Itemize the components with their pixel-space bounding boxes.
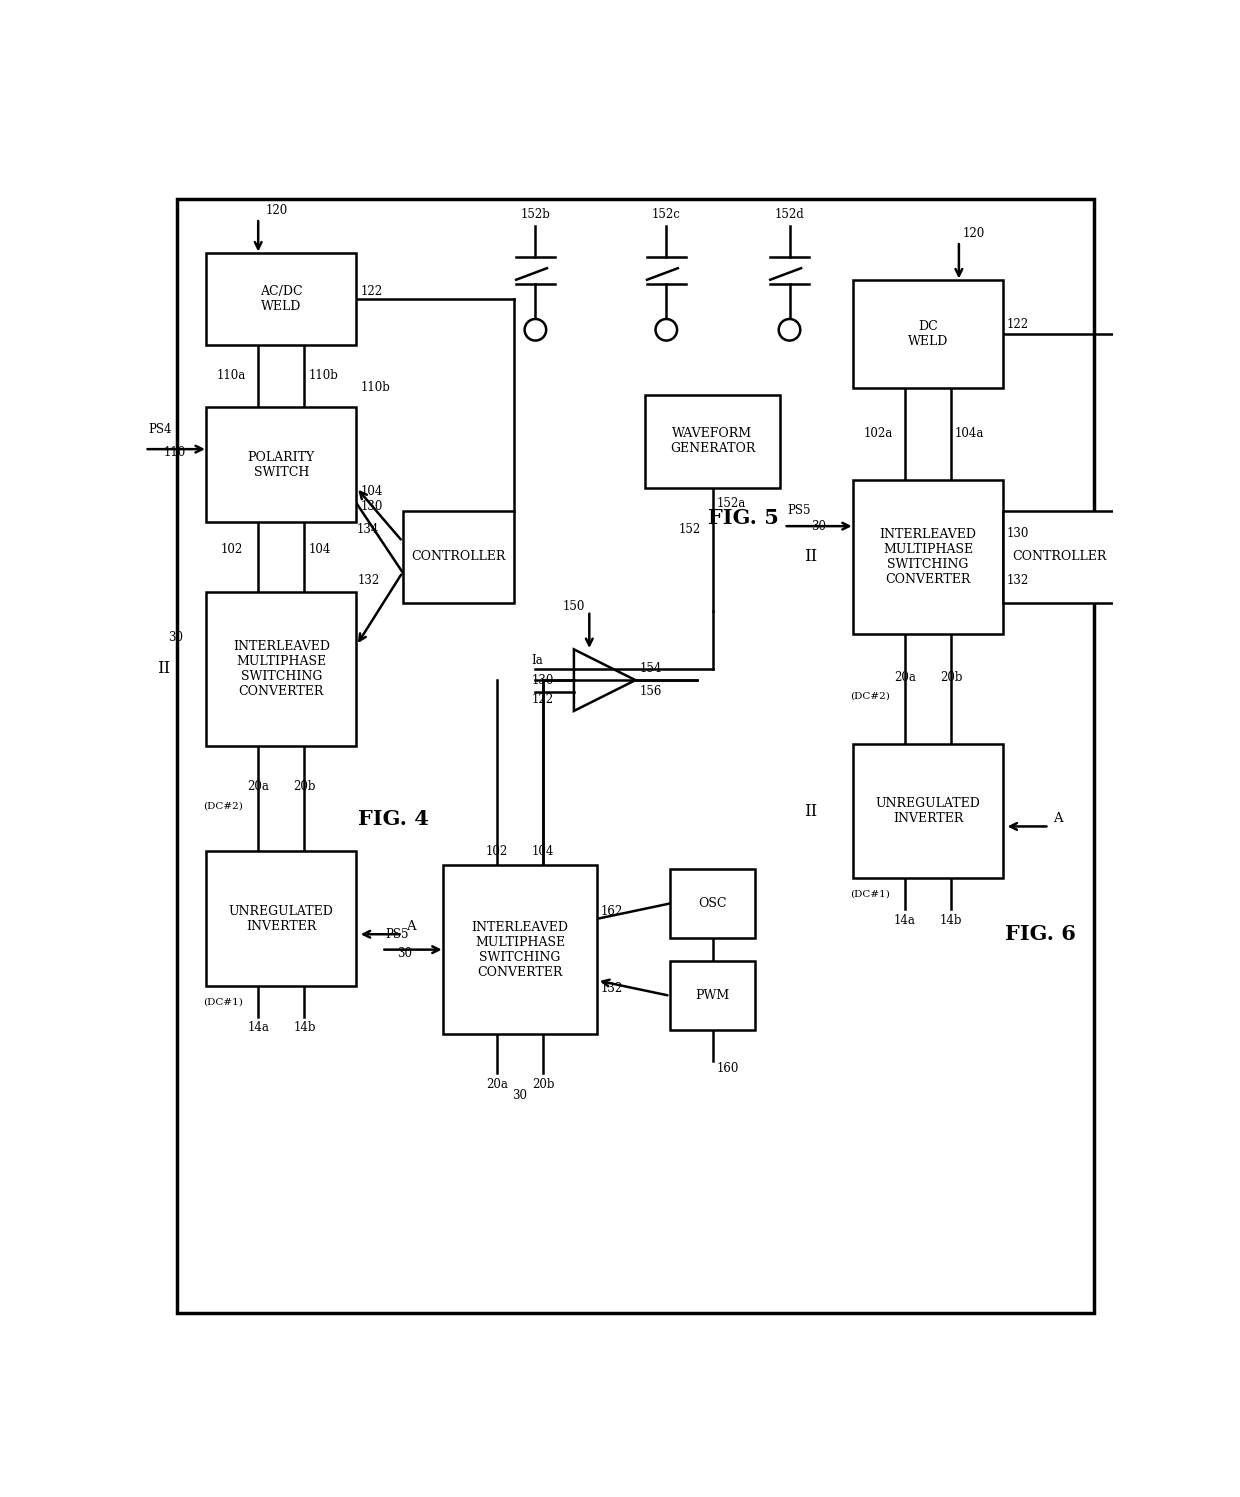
Text: 20b: 20b: [940, 671, 962, 684]
Text: DC
WELD: DC WELD: [908, 320, 949, 347]
Bar: [206, 407, 356, 522]
Text: 160: 160: [717, 1063, 739, 1075]
Bar: [853, 280, 1003, 388]
Bar: [206, 591, 356, 746]
Bar: [1003, 510, 1115, 603]
Text: 102: 102: [221, 543, 242, 555]
Text: 20b: 20b: [532, 1078, 554, 1091]
Text: II: II: [804, 802, 817, 819]
Text: 14b: 14b: [940, 915, 962, 927]
Bar: [403, 510, 515, 603]
Text: (DC#1): (DC#1): [203, 997, 243, 1006]
Text: WAVEFORM
GENERATOR: WAVEFORM GENERATOR: [670, 428, 755, 455]
Text: 30: 30: [512, 1090, 527, 1102]
Text: Ia: Ia: [532, 654, 543, 668]
Bar: [443, 865, 596, 1034]
Text: A: A: [1053, 813, 1063, 825]
Text: 30: 30: [167, 632, 184, 644]
Text: 122: 122: [361, 284, 382, 298]
Text: AC/DC
WELD: AC/DC WELD: [260, 284, 303, 313]
Text: 162: 162: [601, 904, 622, 918]
Text: (DC#1): (DC#1): [851, 889, 890, 898]
Text: FIG. 6: FIG. 6: [1006, 924, 1076, 945]
Text: 110a: 110a: [217, 370, 246, 383]
Text: 102: 102: [486, 844, 508, 858]
Text: 102a: 102a: [863, 427, 893, 440]
Text: 20a: 20a: [894, 671, 916, 684]
Text: 130: 130: [1007, 527, 1029, 540]
Text: OSC: OSC: [698, 897, 727, 910]
Text: 134: 134: [357, 524, 379, 536]
Text: FIG. 4: FIG. 4: [357, 808, 428, 829]
Text: 130: 130: [532, 674, 554, 687]
Text: (DC#2): (DC#2): [203, 802, 243, 811]
Text: INTERLEAVED
MULTIPHASE
SWITCHING
CONVERTER: INTERLEAVED MULTIPHASE SWITCHING CONVERT…: [471, 921, 568, 979]
Text: 156: 156: [640, 686, 662, 698]
Text: 152b: 152b: [521, 208, 551, 220]
Text: 110b: 110b: [309, 370, 339, 383]
Text: 152a: 152a: [717, 497, 745, 509]
Text: 20b: 20b: [293, 780, 316, 793]
Text: 20a: 20a: [247, 780, 269, 793]
Bar: [670, 868, 755, 939]
Text: 132: 132: [1007, 573, 1029, 587]
Text: 110: 110: [164, 446, 186, 460]
Text: PS4: PS4: [149, 424, 172, 437]
Text: 152c: 152c: [652, 208, 681, 220]
Text: 122: 122: [532, 693, 554, 707]
Text: PS5: PS5: [787, 504, 811, 518]
Text: POLARITY
SWITCH: POLARITY SWITCH: [248, 451, 315, 479]
Text: 104: 104: [361, 485, 383, 499]
Text: PS5: PS5: [386, 928, 409, 940]
Text: 132: 132: [357, 573, 379, 587]
Text: 122: 122: [1007, 317, 1029, 331]
Text: 152: 152: [678, 524, 701, 536]
Text: 130: 130: [361, 500, 383, 513]
Text: 104: 104: [309, 543, 331, 555]
Text: UNREGULATED
INVERTER: UNREGULATED INVERTER: [229, 904, 334, 933]
Text: 14b: 14b: [293, 1021, 316, 1033]
Bar: [206, 852, 356, 987]
Text: 120: 120: [962, 228, 985, 240]
Text: 150: 150: [563, 600, 585, 614]
Text: INTERLEAVED
MULTIPHASE
SWITCHING
CONVERTER: INTERLEAVED MULTIPHASE SWITCHING CONVERT…: [879, 528, 977, 585]
Text: II: II: [157, 660, 171, 677]
Bar: [206, 253, 356, 346]
Text: 154: 154: [640, 662, 662, 675]
Text: II: II: [804, 548, 817, 566]
Bar: [645, 395, 780, 488]
Text: PWM: PWM: [696, 990, 729, 1003]
Text: 20a: 20a: [486, 1078, 508, 1091]
Text: 152d: 152d: [775, 208, 805, 220]
Bar: [853, 481, 1003, 633]
Text: 110b: 110b: [361, 382, 391, 394]
Text: 30: 30: [811, 519, 826, 533]
Text: FIG. 5: FIG. 5: [708, 509, 779, 528]
Text: A: A: [407, 921, 417, 933]
Text: 30: 30: [397, 948, 412, 960]
Text: 104a: 104a: [955, 427, 985, 440]
Text: INTERLEAVED
MULTIPHASE
SWITCHING
CONVERTER: INTERLEAVED MULTIPHASE SWITCHING CONVERT…: [233, 639, 330, 698]
Text: 104: 104: [532, 844, 554, 858]
Text: 132: 132: [601, 982, 622, 994]
Text: 14a: 14a: [894, 915, 916, 927]
Text: 120: 120: [265, 204, 288, 217]
Text: 14a: 14a: [247, 1021, 269, 1033]
Text: CONTROLLER: CONTROLLER: [1012, 551, 1106, 563]
Text: CONTROLLER: CONTROLLER: [412, 551, 506, 563]
Bar: [853, 744, 1003, 879]
Text: (DC#2): (DC#2): [851, 692, 890, 701]
Text: UNREGULATED
INVERTER: UNREGULATED INVERTER: [875, 796, 981, 825]
Bar: [670, 961, 755, 1030]
